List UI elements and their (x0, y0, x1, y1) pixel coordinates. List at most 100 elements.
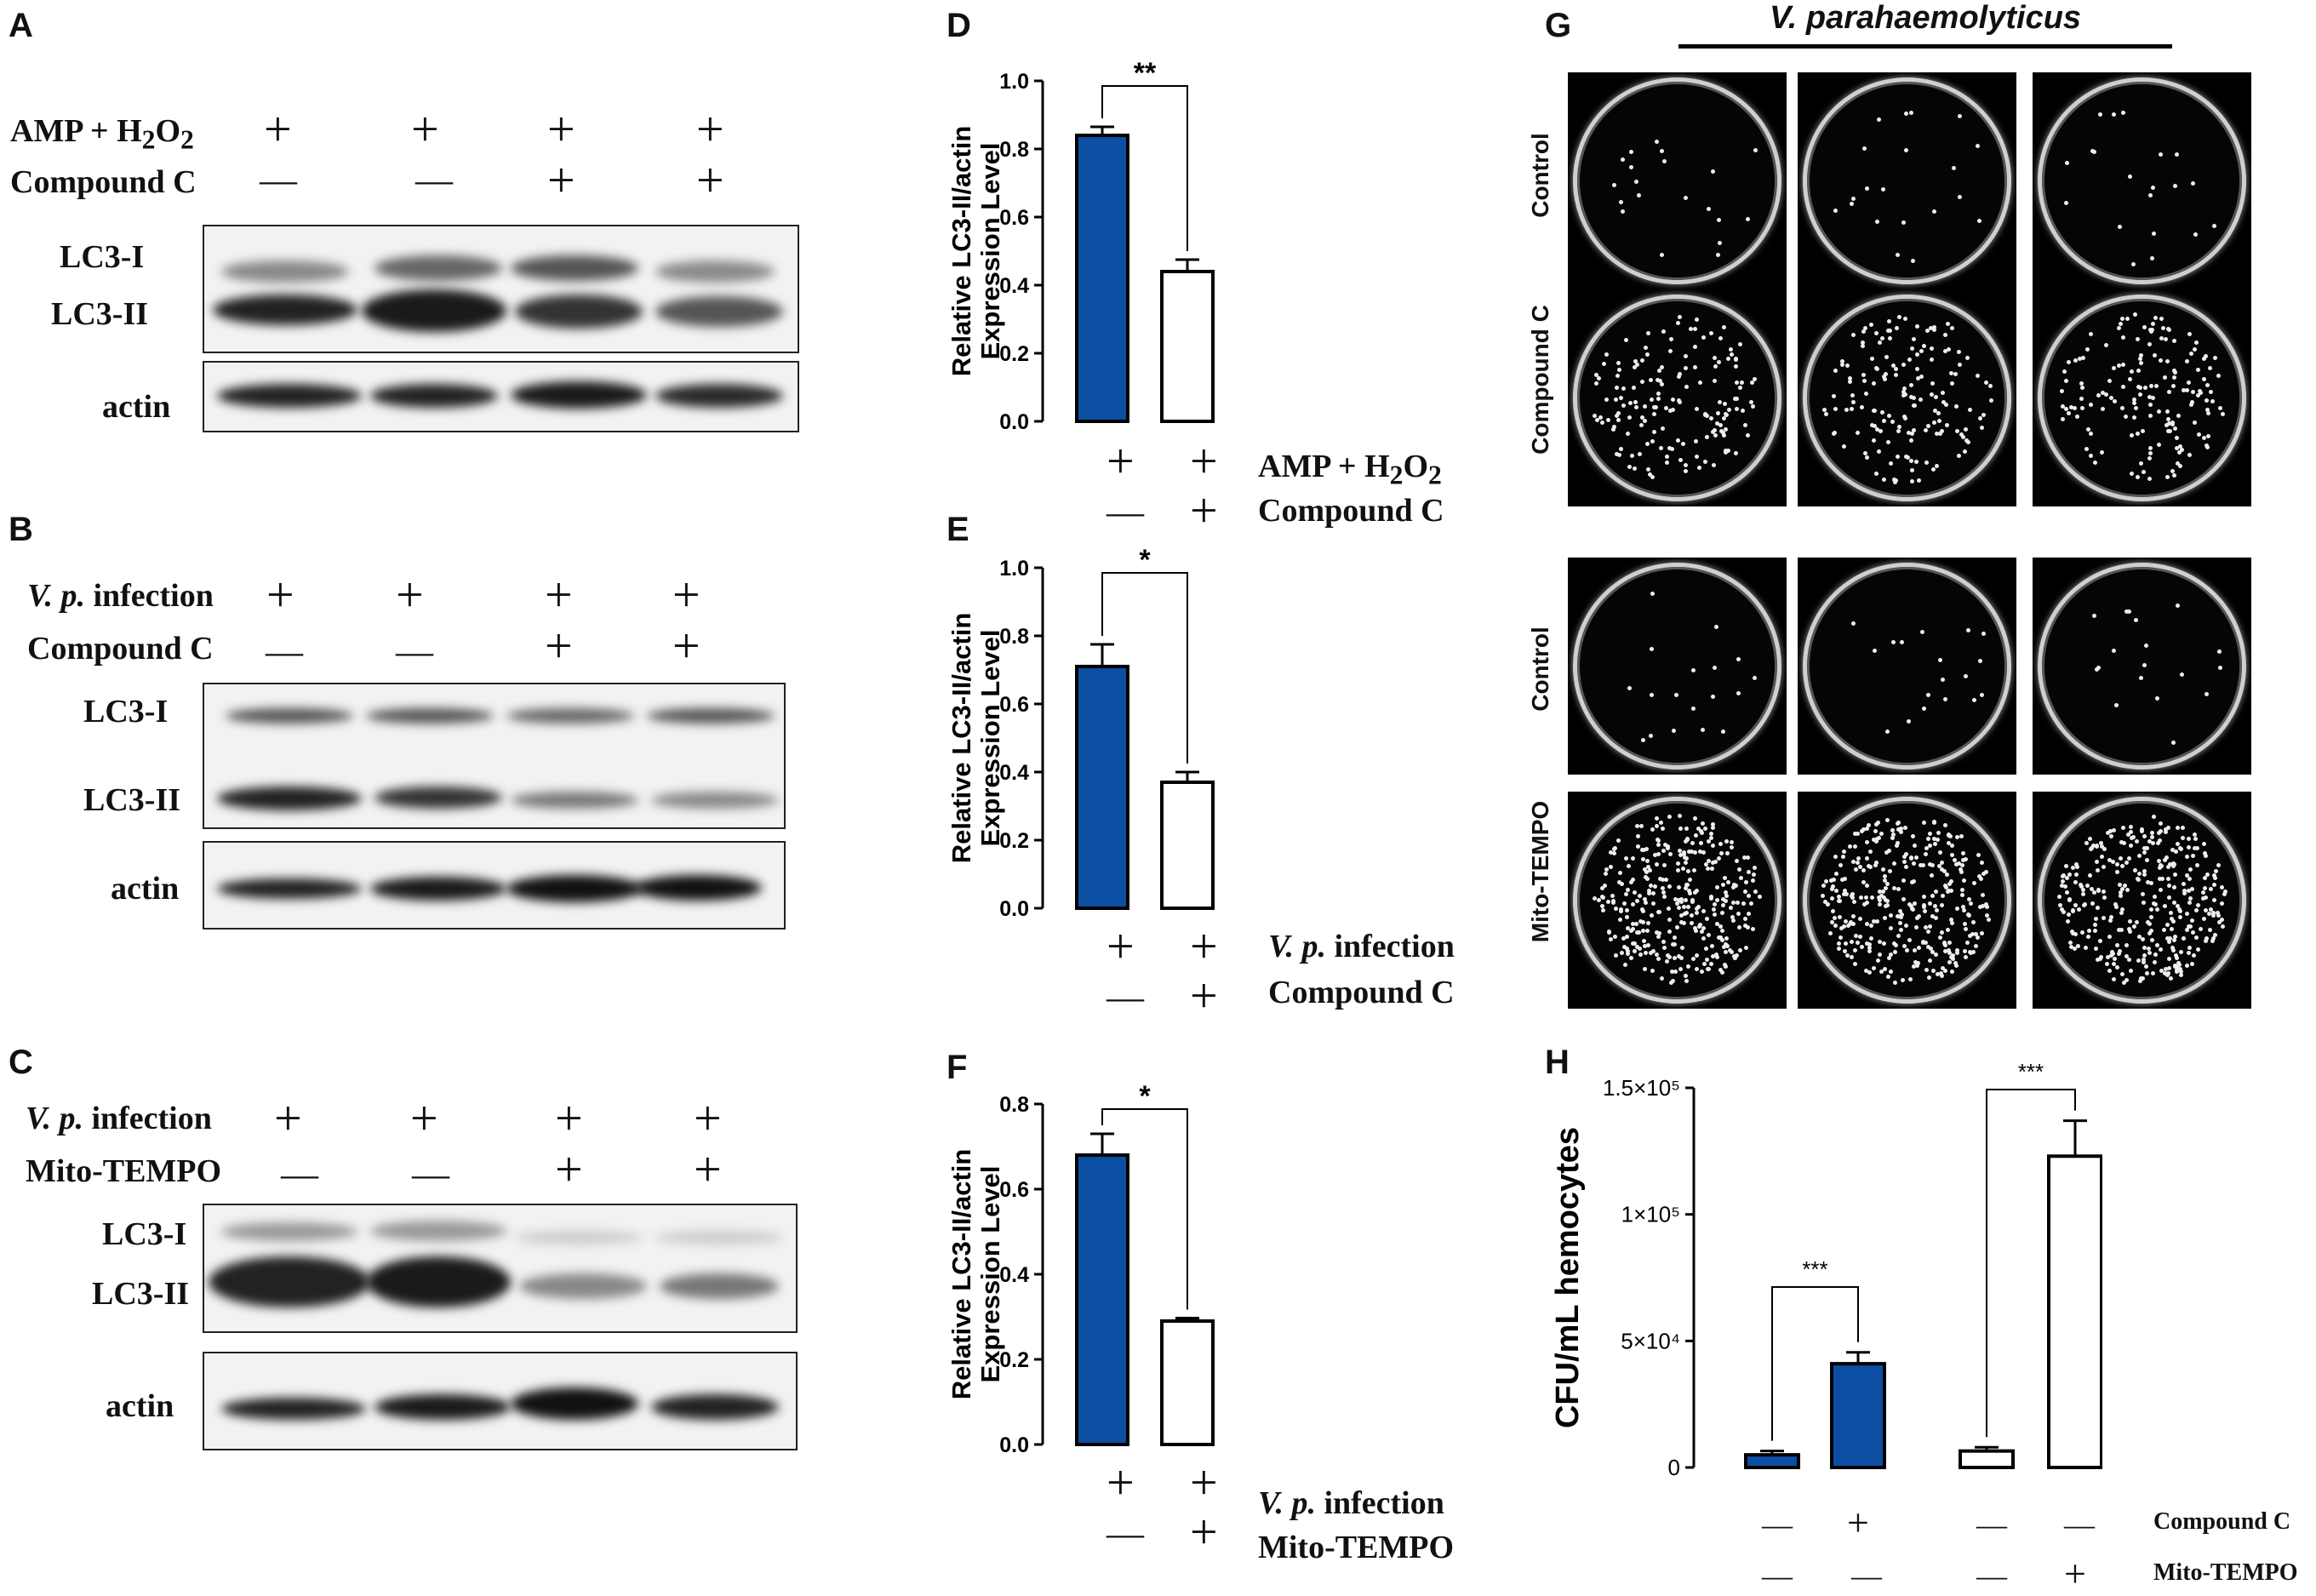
colony-dot (2124, 954, 2130, 959)
colony-dot (1690, 706, 1696, 712)
colony-dot (1647, 888, 1652, 893)
colony-dot (1708, 895, 1713, 900)
colony-dot (2175, 841, 2180, 846)
row-label-amp-h2o2: AMP + H2O2 (10, 112, 194, 156)
colony-dot (2136, 853, 2142, 858)
colony-dot (2114, 904, 2119, 909)
colony-dot (2148, 445, 2153, 450)
y-tick-label: 0.4 (999, 1263, 1029, 1287)
colony-dot (1921, 820, 1926, 825)
colony-dot (1715, 420, 1720, 426)
colony-dot (1703, 947, 1708, 952)
colony-dot (1624, 891, 1629, 896)
colony-dot (1690, 840, 1695, 845)
colony-dot (1688, 891, 1693, 896)
colony-dot (1930, 893, 1935, 898)
colony-dot (2187, 453, 2192, 458)
colony-dot (1853, 844, 1858, 849)
colony-dot (2159, 947, 2164, 952)
colony-dot (2135, 839, 2140, 844)
colony-dot (1842, 924, 1847, 929)
colony-dot (2189, 399, 2194, 404)
band-label-actin: actin (111, 871, 180, 907)
colony-dot (1907, 357, 1913, 362)
colony-dot (1675, 321, 1680, 326)
colony-dot (1985, 913, 1990, 918)
colony-dot (1665, 952, 1670, 958)
colony-dot (1981, 632, 1987, 637)
colony-dot (1942, 348, 1947, 353)
colony-dot (1699, 929, 1704, 934)
colony-dot (2166, 876, 2171, 881)
colony-dot (1842, 891, 1847, 896)
colony-dot (1632, 364, 1637, 369)
y-axis-label: Expression Level (975, 1165, 1005, 1382)
colony-dot (2147, 414, 2153, 419)
colony-dot (1629, 453, 1634, 458)
colony-dot (1647, 890, 1652, 895)
colony-dot (2158, 152, 2163, 157)
colony-dot (2124, 609, 2130, 615)
significance-label: *** (1802, 1256, 1827, 1282)
colony-dot (1736, 900, 1741, 905)
colony-dot (1930, 357, 1935, 362)
colony-dot (2074, 862, 2079, 867)
colony-dot (1935, 464, 1940, 468)
colony-dot (1711, 953, 1716, 958)
colony-dot (2164, 422, 2170, 427)
colony-dot (1833, 368, 1839, 373)
colony-dot (1609, 865, 1614, 870)
colony-dot (2159, 316, 2164, 321)
colony-dot (1935, 907, 1940, 912)
colony-dot (1720, 729, 1725, 734)
colony-dot (1633, 400, 1638, 405)
colony-dot (2138, 356, 2143, 361)
colony-dot (2159, 969, 2164, 974)
colony-dot (2148, 403, 2153, 408)
colony-dot (1707, 207, 1712, 212)
colony-dot (1749, 901, 1754, 907)
sign: + (696, 101, 724, 157)
colony-dot (1851, 196, 1856, 201)
colony-dot (1676, 897, 1681, 902)
colony-dot (1851, 913, 1856, 918)
colony-dot (1949, 921, 1954, 926)
colony-dot (2168, 861, 2173, 867)
colony-dot (2113, 702, 2119, 707)
colony-dot (1971, 919, 1976, 924)
sign: + (545, 567, 573, 622)
colony-dot (2186, 844, 2191, 849)
colony-dot (2069, 929, 2074, 934)
colony-dot (1638, 824, 1644, 829)
colony-dot (2166, 429, 2171, 434)
colony-dot (2127, 609, 2132, 615)
colony-dot (1635, 898, 1640, 903)
colony-dot (2219, 917, 2224, 922)
colony-dot (1856, 430, 1861, 435)
colony-dot (1662, 159, 1667, 164)
colony-dot (2127, 174, 2132, 180)
colony-dot (2142, 846, 2147, 851)
colony-dot (2176, 825, 2181, 830)
colony-dot (1724, 449, 1729, 454)
colony-dot (2149, 834, 2154, 839)
colony-dot (2156, 859, 2161, 864)
colony-dot (1731, 918, 1736, 924)
colony-dot (2122, 883, 2127, 888)
colony-dot (1605, 418, 1610, 423)
colony-dot (2147, 342, 2153, 347)
colony-dot (2159, 336, 2164, 341)
colony-dot (1690, 667, 1696, 672)
colony-dot (1833, 208, 1838, 213)
colony-dot (2129, 472, 2134, 477)
colony-dot (2187, 331, 2192, 336)
colony-dot (1862, 379, 1867, 384)
colony-dot (1867, 948, 1872, 953)
sign: + (1190, 1504, 1218, 1559)
colony-dot (2119, 890, 2124, 895)
colony-dot (2084, 883, 2090, 888)
colony-dot (1850, 921, 1856, 926)
colony-dot (1614, 906, 1619, 911)
colony-dot (2175, 152, 2180, 157)
colony-dot (1934, 916, 1939, 921)
